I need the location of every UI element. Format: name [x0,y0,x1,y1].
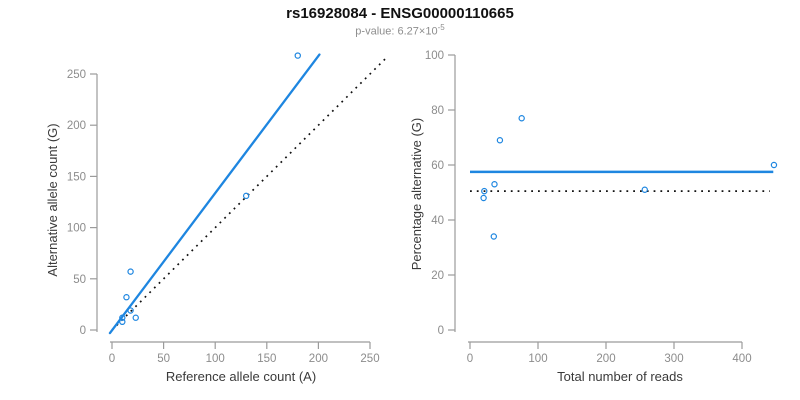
data-point [242,192,250,200]
data-point [119,314,126,321]
x-tick-label: 0 [467,353,473,365]
x-tick-label: 400 [732,353,751,365]
x-tick-label: 50 [157,353,170,365]
figure-title: rs16928084 - ENSG00000110665 [286,5,514,22]
y-tick-label: 150 [67,171,86,183]
x-tick-label: 250 [360,353,379,365]
x-tick-label: 100 [206,353,225,365]
data-point [127,307,134,314]
y-tick-label: 80 [431,105,444,117]
data-point [518,115,525,122]
data-point [641,186,648,193]
x-tick-label: 150 [257,353,276,365]
x-tick-label: 100 [528,353,547,365]
y-tick-label: 20 [431,270,444,282]
x-tick-label: 300 [664,353,683,365]
data-point [490,233,497,240]
data-point [480,194,487,202]
pvalue-label: p-value: 6.27×10 [355,25,438,38]
y-tick-label: 60 [431,160,444,172]
data-point [123,294,130,301]
y-tick-label: 100 [67,223,86,235]
data-point [481,187,488,195]
y-tick-label: 200 [67,120,86,132]
allele-counts-scatter: 0 50 100 150 200 250 Reference allele count (A… [45,52,388,384]
data-point [294,52,301,59]
y-axis-title: Percentage alternative (G) [409,118,424,270]
x-axis-title: Total number of reads [557,369,683,384]
y-tick-label: 0 [438,325,444,337]
x-tick-label: 200 [596,353,615,365]
y-axis-title: Alternative allele count (G) [45,123,60,276]
x-tick-label: 0 [109,353,115,365]
x-axis-title: Reference allele count (A) [166,369,316,384]
figure-subtitle: p-value: 6.27×10-5 [0,23,800,38]
data-point [127,268,134,275]
identity-line [111,57,388,331]
y-tick-label: 250 [67,69,86,81]
data-point [132,314,139,321]
data-point [770,161,778,169]
pvalue-exponent: -5 [437,23,445,32]
y-tick-label: 100 [425,50,444,62]
y-tick-label: 40 [431,215,444,227]
data-point [119,318,126,326]
data-point [496,137,504,144]
y-tick-label: 50 [73,274,86,286]
y-tick-label: 0 [80,325,86,337]
data-point [491,181,498,188]
x-tick-label: 200 [309,353,328,365]
regression-line [108,53,321,335]
percentage-vs-reads-scatter: 0 100 200 300 400 Total number of reads 0 20 40 6… [409,50,778,384]
